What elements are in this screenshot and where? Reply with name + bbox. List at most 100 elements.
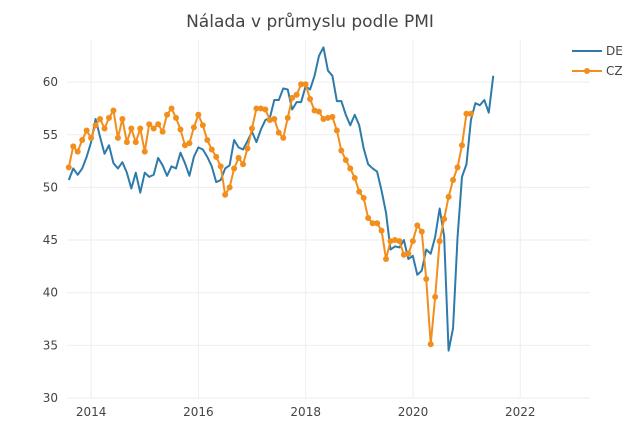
data-point-cz	[414, 222, 421, 229]
data-point-cz	[423, 276, 430, 283]
data-point-cz	[257, 105, 264, 112]
data-point-cz	[409, 238, 416, 245]
data-point-cz	[387, 238, 394, 245]
data-point-cz	[231, 165, 238, 172]
grid	[67, 40, 590, 399]
data-point-cz	[110, 107, 117, 114]
data-point-cz	[92, 122, 99, 129]
data-point-cz	[458, 142, 465, 149]
data-point-cz	[342, 157, 349, 164]
data-point-cz	[280, 134, 287, 141]
data-point-cz	[186, 140, 193, 147]
data-point-cz	[463, 110, 470, 117]
data-point-cz	[266, 117, 273, 124]
data-point-cz	[378, 227, 385, 234]
data-point-cz	[97, 115, 104, 122]
y-tick-label: 50	[43, 180, 58, 194]
series-layer	[65, 46, 495, 352]
data-point-cz	[329, 113, 336, 120]
data-point-cz	[253, 105, 260, 112]
data-point-cz	[88, 134, 95, 141]
data-point-cz	[195, 111, 202, 118]
data-point-cz	[356, 188, 363, 195]
series-line-de	[67, 46, 495, 352]
data-point-cz	[123, 139, 130, 146]
data-point-cz	[150, 125, 157, 132]
data-point-cz	[173, 114, 180, 121]
x-tick-label: 2022	[505, 405, 536, 419]
x-tick-label: 2016	[183, 405, 214, 419]
legend-item-cz[interactable]: CZ	[572, 64, 623, 78]
data-point-cz	[190, 124, 197, 131]
data-point-cz	[83, 127, 90, 134]
data-point-cz	[105, 114, 112, 121]
legend-label-de: DE	[606, 44, 623, 58]
data-point-cz	[347, 165, 354, 172]
chart-title: Nálada v průmyslu podle PMI	[186, 12, 434, 32]
x-axis-ticks: 2014 2016 2018 2020 2022	[76, 405, 536, 419]
x-tick-label: 2018	[290, 405, 321, 419]
data-point-cz	[441, 216, 448, 222]
data-point-cz	[369, 220, 376, 227]
data-point-cz	[177, 126, 184, 133]
data-point-cz	[400, 251, 407, 258]
data-point-cz	[450, 177, 457, 184]
data-point-cz	[213, 153, 220, 160]
data-point-cz	[199, 122, 206, 129]
data-point-cz	[208, 146, 215, 153]
series-de	[67, 46, 495, 352]
y-tick-label: 45	[43, 233, 58, 247]
data-point-cz	[436, 238, 443, 245]
data-point-cz	[333, 127, 340, 134]
data-point-cz	[307, 95, 314, 102]
data-point-cz	[235, 154, 242, 161]
data-point-cz	[351, 174, 358, 181]
data-point-cz	[101, 125, 108, 132]
data-point-cz	[181, 142, 188, 149]
data-point-cz	[119, 115, 126, 122]
data-point-cz	[137, 125, 144, 132]
data-point-cz	[146, 121, 153, 128]
data-point-cz	[159, 128, 166, 135]
data-point-cz	[298, 81, 305, 88]
data-point-cz	[467, 110, 474, 117]
data-point-cz	[240, 161, 247, 168]
data-point-cz	[374, 220, 381, 227]
legend[interactable]: DE CZ	[572, 44, 623, 78]
data-point-cz	[168, 105, 175, 112]
data-point-cz	[418, 228, 425, 235]
data-point-cz	[217, 163, 224, 170]
data-point-cz	[360, 194, 367, 201]
y-tick-label: 60	[43, 75, 58, 89]
data-point-cz	[405, 250, 412, 257]
data-point-cz	[284, 114, 291, 121]
data-point-cz	[132, 139, 139, 146]
data-point-cz	[244, 145, 251, 152]
data-point-cz	[315, 108, 322, 115]
data-point-cz	[338, 147, 345, 154]
data-point-cz	[289, 94, 296, 101]
series-cz	[65, 81, 474, 348]
data-point-cz	[396, 238, 403, 245]
data-point-cz	[70, 143, 77, 150]
data-point-cz	[114, 134, 121, 141]
legend-item-de[interactable]: DE	[572, 44, 623, 58]
data-point-cz	[432, 293, 439, 300]
data-point-cz	[248, 125, 255, 132]
data-point-cz	[324, 114, 331, 121]
data-point-cz	[427, 341, 434, 348]
data-point-cz	[141, 148, 148, 155]
data-point-cz	[204, 137, 211, 144]
data-point-cz	[79, 137, 86, 144]
data-point-cz	[320, 115, 327, 122]
data-point-cz	[275, 129, 282, 136]
data-point-cz	[365, 214, 372, 221]
data-point-cz	[226, 184, 233, 191]
data-point-cz	[271, 115, 278, 122]
data-point-cz	[454, 164, 461, 171]
x-tick-label: 2014	[76, 405, 107, 419]
data-point-cz	[222, 191, 229, 198]
y-tick-label: 35	[43, 338, 58, 352]
data-point-cz	[445, 193, 452, 200]
